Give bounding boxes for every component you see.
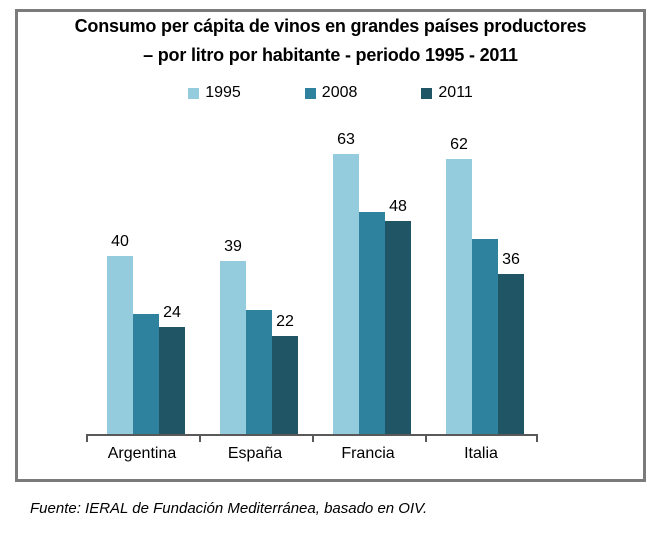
category-label-Argentina: Argentina	[107, 445, 177, 462]
legend-label-2008: 2008	[321, 84, 358, 101]
chart-box: Consumo per cápita de vinos en grandes p…	[15, 9, 646, 482]
legend-item-2008: 2008	[304, 84, 358, 102]
bar-Francia-2011	[385, 221, 411, 434]
legend-item-2011: 2011	[421, 84, 473, 102]
value-label-Francia-2011: 48	[389, 198, 407, 215]
legend-swatch-2011	[421, 87, 433, 99]
legend-label-1995: 1995	[205, 84, 241, 101]
bar-Italia-2011	[498, 274, 524, 434]
chart-title: Consumo per cápita de vinos en grandes p…	[74, 16, 587, 36]
value-label-Italia-1995: 62	[450, 136, 468, 153]
value-label-España-1995: 39	[224, 238, 242, 255]
bar-España-2008	[246, 310, 272, 434]
category-label-España: España	[227, 445, 283, 462]
bar-Argentina-2011	[159, 327, 185, 434]
legend-item-1995: 1995	[188, 84, 241, 102]
source-note: Fuente: IERAL de Fundación Mediterránea,…	[30, 500, 428, 517]
legend-swatch-2008	[304, 87, 316, 99]
plot-area: 40 24 39 22 63 48 62 36	[86, 89, 538, 434]
bar-Francia-1995	[333, 154, 359, 434]
bar-Italia-1995	[446, 159, 472, 434]
category-label-Italia: Italia	[464, 445, 498, 462]
bar-Italia-2008	[472, 239, 498, 434]
legend-label-2011: 2011	[438, 84, 473, 101]
x-axis-tick	[312, 434, 314, 442]
x-axis-tick	[536, 434, 538, 442]
value-label-Francia-1995: 63	[337, 131, 355, 148]
value-label-Italia-2011: 36	[502, 251, 520, 268]
x-axis-tick	[86, 434, 88, 442]
legend-swatch-1995	[188, 87, 200, 99]
value-label-Argentina-2011: 24	[163, 304, 181, 321]
bar-España-1995	[220, 261, 246, 434]
chart-subtitle: – por litro por habitante - periodo 1995…	[143, 45, 518, 65]
value-label-España-2011: 22	[276, 313, 294, 330]
bar-España-2011	[272, 336, 298, 434]
x-axis-tick	[425, 434, 427, 442]
bar-Francia-2008	[359, 212, 385, 434]
x-axis-tick	[199, 434, 201, 442]
bar-Argentina-2008	[133, 314, 159, 434]
value-label-Argentina-1995: 40	[111, 233, 129, 250]
legend: 1995 2008 2011	[18, 84, 643, 102]
category-label-Francia: Francia	[341, 445, 395, 462]
bar-Argentina-1995	[107, 256, 133, 434]
